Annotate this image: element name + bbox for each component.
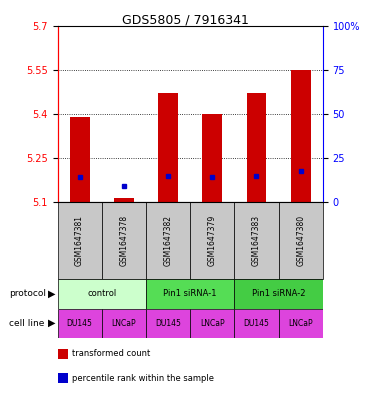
- Bar: [58, 279, 146, 309]
- Text: GSM1647382: GSM1647382: [164, 215, 173, 266]
- Text: GSM1647379: GSM1647379: [208, 215, 217, 266]
- Text: ▶: ▶: [48, 289, 56, 299]
- Text: LNCaP: LNCaP: [200, 319, 224, 328]
- Bar: [190, 202, 234, 279]
- Bar: [190, 309, 234, 338]
- Text: Pin1 siRNA-1: Pin1 siRNA-1: [163, 289, 217, 298]
- Bar: [146, 279, 234, 309]
- Text: transformed count: transformed count: [72, 349, 150, 358]
- Text: DU145: DU145: [67, 319, 92, 328]
- Bar: [279, 309, 323, 338]
- Text: GSM1647381: GSM1647381: [75, 215, 84, 266]
- Bar: [114, 198, 134, 202]
- Bar: [291, 70, 311, 202]
- Bar: [234, 309, 279, 338]
- Bar: [146, 309, 190, 338]
- Bar: [158, 93, 178, 202]
- Text: DU145: DU145: [155, 319, 181, 328]
- Text: GSM1647383: GSM1647383: [252, 215, 261, 266]
- Text: Pin1 siRNA-2: Pin1 siRNA-2: [252, 289, 305, 298]
- Bar: [70, 117, 89, 202]
- Text: LNCaP: LNCaP: [112, 319, 136, 328]
- Text: protocol: protocol: [9, 289, 46, 298]
- Bar: [58, 202, 323, 203]
- Bar: [279, 202, 323, 279]
- Bar: [202, 114, 222, 202]
- Bar: [58, 202, 102, 279]
- Bar: [58, 309, 102, 338]
- Bar: [102, 309, 146, 338]
- Text: DU145: DU145: [243, 319, 269, 328]
- Bar: [102, 202, 146, 279]
- Bar: [146, 202, 190, 279]
- Text: LNCaP: LNCaP: [288, 319, 313, 328]
- Bar: [234, 279, 323, 309]
- Text: percentile rank within the sample: percentile rank within the sample: [72, 374, 214, 382]
- Bar: [234, 202, 279, 279]
- Text: GSM1647378: GSM1647378: [119, 215, 128, 266]
- Text: cell line: cell line: [9, 319, 45, 328]
- Text: ▶: ▶: [48, 318, 56, 328]
- Text: GSM1647380: GSM1647380: [296, 215, 305, 266]
- Text: control: control: [87, 289, 116, 298]
- Text: GDS5805 / 7916341: GDS5805 / 7916341: [122, 14, 249, 27]
- Bar: [246, 93, 266, 202]
